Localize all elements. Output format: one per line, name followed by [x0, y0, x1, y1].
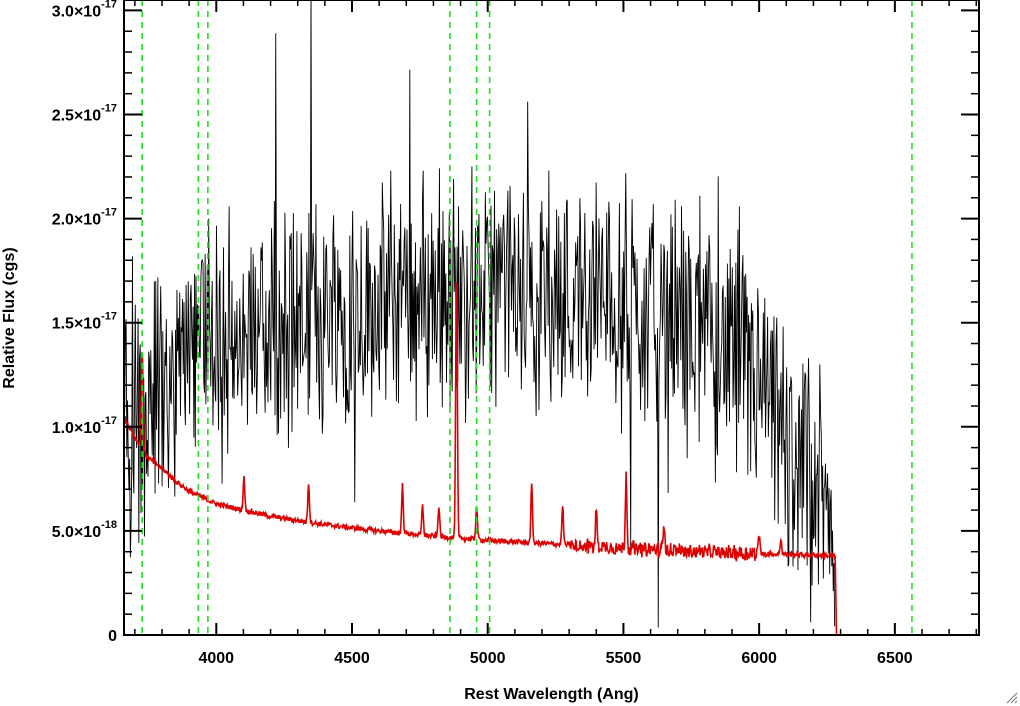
model-spectrum-line: [124, 281, 979, 635]
y-tick-label: 1.0×10-17: [52, 415, 117, 437]
series-layer: [124, 0, 979, 635]
y-tick-label: 2.0×10-17: [52, 207, 117, 229]
x-tick-label: 4000: [198, 650, 234, 667]
y-tick-label: 2.5×10-17: [52, 103, 117, 125]
plot-frame: [123, 0, 980, 636]
y-tick-label: 1.5×10-17: [52, 311, 117, 333]
y-tick-label: 3.0×10-17: [52, 0, 117, 20]
x-axis-label: Rest Wavelength (Ang): [464, 686, 639, 703]
y-tick-label: 5.0×10-18: [52, 519, 117, 541]
y-axis-label: Relative Flux (cgs): [1, 247, 18, 388]
x-tick-label: 5000: [470, 650, 506, 667]
ticks-layer: 4000 4500 5000 5500 6000 6500 0 5.0×10-18 1.0×10…: [52, 0, 979, 667]
x-tick-label: 6000: [741, 650, 777, 667]
y-tick-label: 0: [108, 628, 117, 645]
x-tick-label: 5500: [606, 650, 642, 667]
observed-spectrum-line: [124, 0, 836, 628]
x-tick-label: 6500: [877, 650, 913, 667]
reference-lines-layer: [141, 0, 913, 635]
x-tick-label: 4500: [334, 650, 370, 667]
resize-grip-icon[interactable]: [1004, 690, 1018, 704]
